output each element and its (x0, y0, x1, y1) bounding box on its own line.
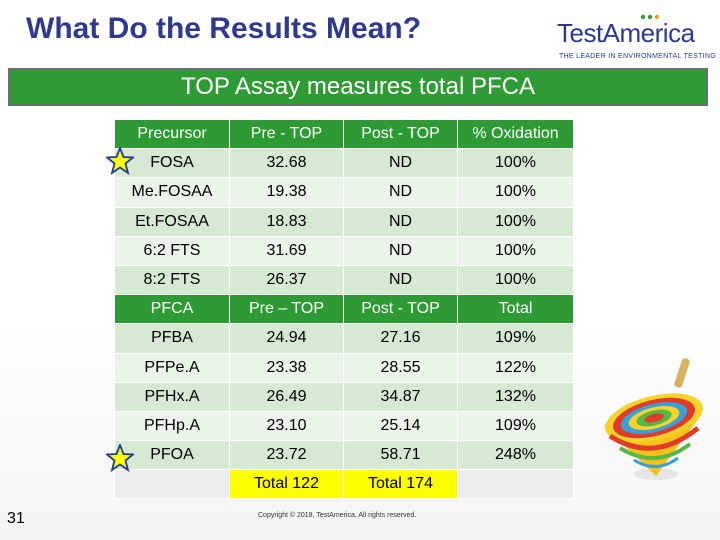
table-cell: Et.FOSAA (114, 206, 230, 237)
table-cell: 25.14 (343, 410, 458, 442)
table-cell: 28.55 (343, 352, 458, 383)
slide-header: What Do the Results Mean? TestAmerica TH… (0, 0, 720, 62)
table-cell: 6:2 FTS (114, 235, 230, 266)
table-cell: 23.38 (229, 352, 344, 383)
table-cell: 24.94 (229, 323, 344, 354)
table-cell: 34.87 (343, 381, 458, 412)
header-cell: Precursor (114, 118, 230, 150)
header-cell: PFCA (114, 294, 230, 325)
table-row: 6:2 FTS 31.69 ND 100% (114, 235, 574, 266)
table-cell: 23.10 (229, 410, 344, 442)
table-cell: PFPe.A (114, 352, 230, 383)
header-cell: Pre - TOP (229, 118, 344, 150)
header-cell: Post - TOP (343, 118, 458, 150)
table-cell: 248% (457, 440, 574, 471)
table-cell: 19.38 (229, 177, 344, 208)
table-row: PFOA 23.72 58.71 248% (114, 440, 574, 471)
table-cell: ND (343, 177, 458, 208)
precursor-header-row: Precursor Pre - TOP Post - TOP % Oxidati… (114, 118, 574, 150)
table-cell: Me.FOSAA (114, 177, 230, 208)
table-cell: 109% (457, 323, 574, 354)
table-cell: 31.69 (229, 235, 344, 266)
spinning-top-icon (604, 358, 703, 480)
totals-cell (457, 469, 574, 500)
header-cell: % Oxidation (457, 118, 574, 150)
table-cell: ND (343, 148, 458, 179)
table-row: PFHx.A 26.49 34.87 132% (114, 381, 574, 412)
header-cell: Pre – TOP (229, 294, 344, 325)
table-cell: 132% (457, 381, 574, 412)
table-row: 8:2 FTS 26.37 ND 100% (114, 264, 574, 296)
logo-tagline: THE LEADER IN ENVIRONMENTAL TESTING (559, 53, 717, 60)
header-cell: Total (457, 294, 574, 325)
table-cell: ND (343, 235, 458, 266)
table-cell: 26.49 (229, 381, 344, 412)
table-cell: ND (343, 264, 458, 296)
page-number: 31 (7, 510, 25, 527)
table-cell: 109% (457, 410, 574, 442)
results-table: Precursor Pre - TOP Post - TOP % Oxidati… (114, 118, 574, 500)
header-cell: Post - TOP (343, 294, 458, 325)
totals-cell (114, 469, 230, 500)
total-pre-top: Total 122 (229, 469, 344, 500)
table-cell: FOSA (114, 148, 230, 179)
star-icon (106, 444, 134, 472)
table-cell: 122% (457, 352, 574, 383)
table-cell: 8:2 FTS (114, 264, 230, 296)
table-cell: 23.72 (229, 440, 344, 471)
table-cell: 100% (457, 148, 574, 179)
table-cell: 58.71 (343, 440, 458, 471)
copyright-text: Copyright © 2018, TestAmerica. All right… (258, 512, 417, 519)
table-row: PFPe.A 23.38 28.55 122% (114, 352, 574, 383)
table-cell: 100% (457, 264, 574, 296)
star-icon (106, 147, 134, 175)
slide-title: What Do the Results Mean? (26, 12, 422, 45)
table-cell: 26.37 (229, 264, 344, 296)
table-row: Et.FOSAA 18.83 ND 100% (114, 206, 574, 237)
table-cell: 27.16 (343, 323, 458, 354)
table-row: Me.FOSAA 19.38 ND 100% (114, 177, 574, 208)
pfca-header-row: PFCA Pre – TOP Post - TOP Total (114, 294, 574, 325)
table-row: PFBA 24.94 27.16 109% (114, 323, 574, 354)
logo-dots-icon (640, 14, 660, 20)
table-cell: 100% (457, 177, 574, 208)
table-cell: 100% (457, 235, 574, 266)
banner-text: TOP Assay measures total PFCA (181, 73, 535, 100)
table-cell: PFHx.A (114, 381, 230, 412)
total-post-top: Total 174 (343, 469, 458, 500)
subtitle-banner: TOP Assay measures total PFCA (8, 68, 708, 106)
table-cell: 100% (457, 206, 574, 237)
table-cell: PFHp.A (114, 410, 230, 442)
table-row: FOSA 32.68 ND 100% (114, 148, 574, 179)
table-cell: 32.68 (229, 148, 344, 179)
table-cell: 18.83 (229, 206, 344, 237)
table-row: PFHp.A 23.10 25.14 109% (114, 410, 574, 442)
totals-row: Total 122 Total 174 (114, 469, 574, 500)
table-cell: ND (343, 206, 458, 237)
company-logo: TestAmerica (557, 18, 695, 48)
table-cell: PFBA (114, 323, 230, 354)
